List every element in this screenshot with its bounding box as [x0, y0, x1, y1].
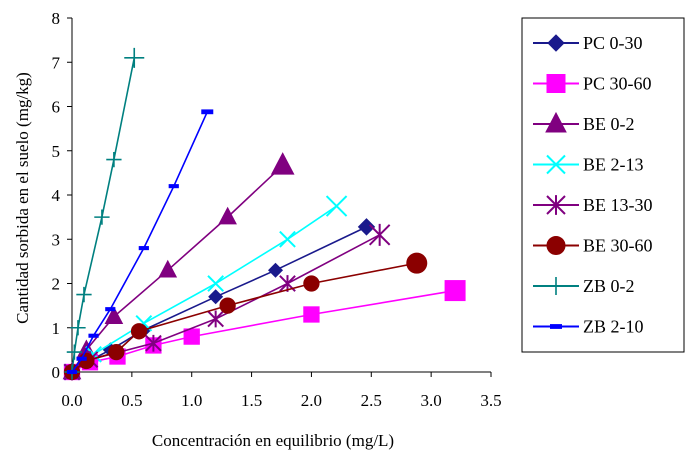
point-circle	[108, 343, 125, 361]
point-dash	[76, 356, 87, 361]
point-dash	[168, 184, 179, 189]
point-square	[546, 74, 566, 93]
point-plus	[76, 286, 92, 303]
point-triangle	[270, 152, 295, 175]
legend-label: BE 13-30	[583, 195, 653, 215]
legend-item: ZB 0-2	[533, 276, 635, 296]
legend-label: BE 0-2	[583, 114, 635, 134]
legend-label: BE 30-60	[583, 236, 653, 256]
point-dash	[138, 246, 149, 251]
point-star	[207, 310, 225, 328]
y-tick-label: 7	[52, 53, 61, 72]
point-circle	[303, 275, 320, 292]
point-plus	[70, 320, 86, 336]
x-tick-label: 2.5	[361, 391, 382, 410]
point-plus	[106, 151, 122, 168]
point-dash	[66, 369, 78, 375]
point-triangle	[158, 259, 178, 278]
point-plus	[66, 344, 83, 360]
point-dash	[88, 333, 99, 338]
legend-item: ZB 2-10	[533, 317, 644, 337]
x-tick-label: 0.0	[61, 391, 82, 410]
y-tick-label: 8	[52, 9, 61, 28]
legend-label: PC 30-60	[583, 74, 652, 94]
legend-label: ZB 0-2	[583, 276, 635, 296]
point-square	[444, 280, 466, 302]
point-triangle	[104, 306, 124, 324]
legend: PC 0-30 PC 30-60 BE 0-2 BE 2-13 BE 13-30 BE 3…	[521, 17, 685, 353]
point-star	[145, 334, 162, 352]
x-tick-label: 2.0	[301, 391, 322, 410]
x-tick-label: 3.0	[421, 391, 442, 410]
legend-item: BE 13-30	[533, 195, 653, 215]
point-x	[207, 275, 225, 292]
x-tick-label: 1.0	[181, 391, 202, 410]
point-x	[546, 154, 566, 175]
point-x	[325, 195, 348, 217]
point-dash	[105, 307, 116, 312]
legend-item: BE 30-60	[533, 236, 653, 256]
x-tick-label: 0.5	[121, 391, 142, 410]
x-tick-label: 3.5	[480, 391, 501, 410]
legend-label: PC 0-30	[583, 33, 643, 53]
y-axis-label: Cantidad sorbida en el suelo (mg/kg)	[13, 72, 32, 324]
point-diamond	[357, 218, 376, 236]
y-tick-label: 0	[52, 363, 61, 382]
y-tick-label: 2	[52, 275, 61, 294]
point-star	[368, 223, 391, 246]
point-x	[279, 230, 296, 248]
point-triangle	[218, 206, 237, 225]
point-circle	[406, 252, 428, 274]
y-tick-label: 5	[52, 142, 61, 161]
axes: 0.0 0.5 1.0 1.5 2.0 2.5 3.0 3.5 0 1 2 3 4 5 6 7 8	[52, 9, 502, 410]
series	[66, 109, 214, 375]
point-star	[546, 195, 566, 215]
point-circle	[78, 352, 95, 370]
y-tick-label: 6	[52, 98, 61, 117]
point-plus	[547, 277, 565, 295]
point-circle	[219, 297, 236, 314]
legend-item: PC 30-60	[533, 74, 652, 94]
legend-label: BE 2-13	[583, 155, 644, 175]
legend-item: BE 0-2	[533, 111, 635, 134]
point-plus	[94, 209, 110, 225]
series-line	[71, 57, 136, 373]
point-circle	[546, 236, 566, 255]
point-circle	[130, 323, 148, 340]
y-tick-label: 3	[52, 230, 61, 249]
legend-item: BE 2-13	[533, 155, 644, 175]
legend-box	[521, 17, 685, 353]
plot-series	[62, 47, 466, 381]
legend-label: ZB 2-10	[583, 317, 644, 337]
point-dash	[201, 109, 214, 115]
point-diamond	[268, 262, 284, 278]
series-line	[71, 164, 284, 373]
x-axis-label: Concentración en equilibrio (mg/L)	[152, 431, 394, 450]
y-tick-label: 1	[52, 319, 61, 338]
point-square	[183, 328, 200, 345]
series	[64, 47, 145, 380]
legend-item: PC 0-30	[533, 33, 643, 53]
point-triangle	[545, 111, 567, 133]
x-tick-label: 1.5	[241, 391, 262, 410]
point-diamond	[208, 289, 224, 305]
y-tick-label: 4	[52, 186, 61, 205]
point-dash	[550, 324, 562, 329]
point-plus	[124, 47, 145, 68]
point-square	[303, 306, 320, 323]
point-diamond	[547, 34, 565, 52]
